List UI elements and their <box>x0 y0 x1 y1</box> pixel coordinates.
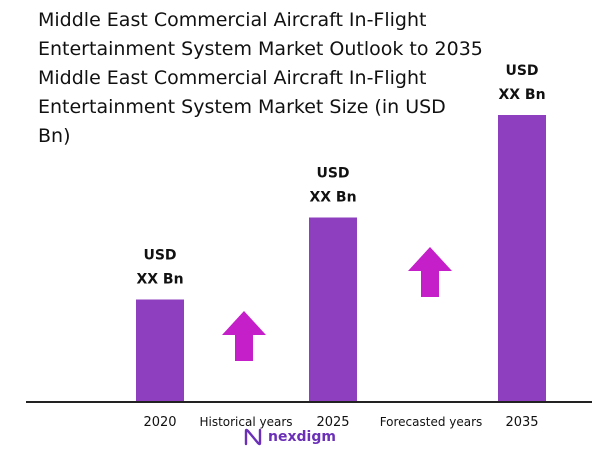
growth-arrow-forecast <box>408 247 452 297</box>
period-label-1: Historical years <box>199 415 292 429</box>
chart-subtitle-line-1: Middle East Commercial Aircraft In-Fligh… <box>38 67 427 89</box>
chart-subtitle-line-3: Bn) <box>38 125 71 147</box>
bar-2025 <box>309 217 357 402</box>
chart-title-line-2: Entertainment System Market Outlook to 2… <box>38 38 483 60</box>
data-label-2020-2: XX Bn <box>136 272 183 288</box>
x-tick-label-2020: 2020 <box>143 415 176 430</box>
chart-title-line-1: Middle East Commercial Aircraft In-Fligh… <box>38 9 427 31</box>
growth-arrow-historical <box>222 311 266 361</box>
brand-name: nexdigm <box>268 429 336 445</box>
data-label-2020-1: USD <box>143 248 176 264</box>
brand-logo: nexdigm <box>244 428 336 446</box>
period-label-2: Forecasted years <box>380 415 483 429</box>
x-tick-label-2025: 2025 <box>316 415 349 430</box>
data-label-2035-1: USD <box>505 63 538 79</box>
nexdigm-logo-icon <box>244 428 262 446</box>
chart-subtitle: Middle East Commercial Aircraft In-Fligh… <box>38 64 478 151</box>
data-label-2025-1: USD <box>316 166 349 182</box>
bar-2020 <box>136 299 184 402</box>
data-label-2035-2: XX Bn <box>498 87 545 103</box>
chart-title: Middle East Commercial Aircraft In-Fligh… <box>38 6 483 64</box>
chart-subtitle-line-2: Entertainment System Market Size (in USD <box>38 96 446 118</box>
data-label-2025-2: XX Bn <box>309 190 356 206</box>
x-tick-label-2035: 2035 <box>505 415 538 430</box>
bar-2035 <box>498 115 546 402</box>
